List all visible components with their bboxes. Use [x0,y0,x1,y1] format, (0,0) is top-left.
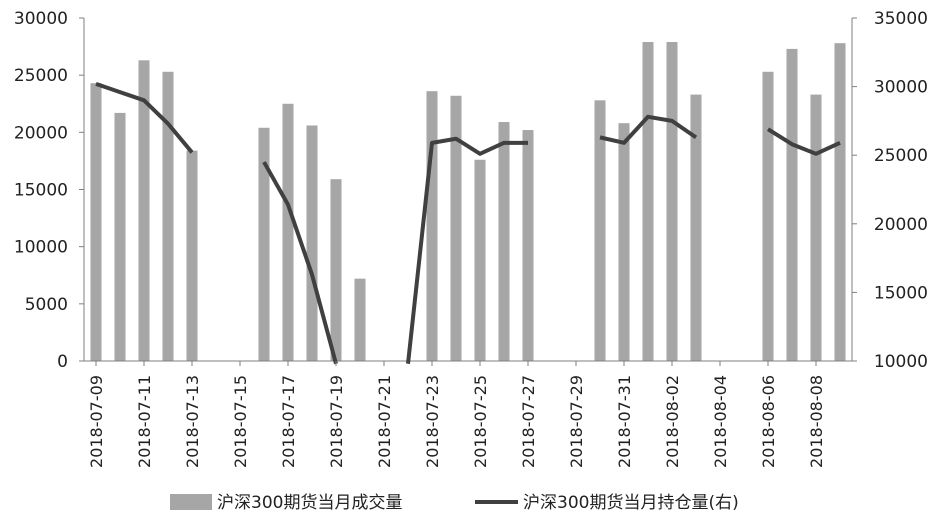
left-tick-label: 30000 [14,9,68,29]
x-tick-label: 2018-07-29 [567,375,586,468]
bar-2018-07-11 [138,60,150,361]
left-tick-label: 15000 [14,181,68,201]
bar-2018-07-10 [114,112,126,361]
x-tick-label: 2018-08-02 [663,375,682,468]
x-tick-label: 2018-07-13 [183,375,202,468]
x-tick-label: 2018-07-09 [87,375,106,468]
bar-2018-08-08 [810,94,822,361]
right-tick-label: 30000 [874,78,928,98]
bar-2018-08-02 [666,42,678,361]
bar-2018-08-09 [834,43,846,362]
x-tick-label: 2018-07-25 [471,375,490,468]
x-tick-label: 2018-07-21 [375,375,394,468]
legend: 沪深300期货当月成交量 沪深300期货当月持仓量(右) [170,493,739,513]
line-segment [95,81,194,154]
bar-2018-08-03 [690,94,702,361]
line-segment [262,161,338,365]
bar-2018-08-06 [762,71,774,361]
bar-2018-07-17 [282,103,294,361]
right-axis-ticks: 10000 15000 20000 25000 30000 35000 [852,9,928,372]
right-tick-label: 35000 [874,9,928,29]
bar-2018-07-20 [354,278,366,361]
right-tick-label: 15000 [874,283,928,303]
right-tick-label: 20000 [874,215,928,235]
left-tick-label: 0 [57,352,68,372]
right-tick-label: 10000 [874,352,928,372]
x-axis-ticks: 2018-07-09 2018-07-11 2018-07-13 2018-07-15… [87,361,826,468]
bar-2018-07-26 [498,122,510,361]
x-tick-label: 2018-08-08 [807,375,826,468]
bar-2018-07-23 [426,91,438,361]
line-segment [599,114,698,145]
legend-bar-label: 沪深300期货当月成交量 [217,493,402,513]
left-tick-label: 10000 [14,238,68,258]
x-tick-label: 2018-07-19 [327,375,346,468]
bar-2018-07-19 [330,179,342,361]
bar-2018-07-25 [474,159,486,361]
bar-2018-08-07 [786,48,798,362]
left-tick-label: 5000 [25,295,68,315]
left-tick-label: 25000 [14,66,68,86]
bar-2018-07-12 [162,71,174,361]
bar-2018-08-01 [642,42,654,361]
axes [83,18,853,362]
right-tick-label: 25000 [874,146,928,166]
x-tick-label: 2018-07-27 [519,375,538,468]
bar-2018-07-09 [90,83,102,362]
x-tick-label: 2018-07-11 [135,375,154,468]
legend-bar-swatch [170,494,212,510]
bar-2018-07-24 [450,95,462,361]
left-tick-label: 20000 [14,123,68,143]
x-tick-label: 2018-07-31 [615,375,634,468]
x-tick-label: 2018-07-15 [231,375,250,468]
bar-2018-07-30 [594,100,606,361]
bar-2018-07-31 [618,123,630,361]
x-tick-label: 2018-08-06 [759,375,778,468]
bar-2018-07-27 [522,130,534,361]
x-tick-label: 2018-08-04 [711,375,730,468]
line-series [95,81,841,365]
x-tick-label: 2018-07-23 [423,375,442,468]
line-segment [766,127,841,156]
x-tick-label: 2018-07-17 [279,375,298,468]
bar-2018-07-13 [186,150,198,361]
bar-series [90,42,846,362]
bar-2018-07-18 [306,125,318,362]
legend-line-label: 沪深300期货当月持仓量(右) [523,493,739,513]
line-segment [406,136,528,364]
bar-2018-07-16 [258,127,270,361]
left-axis-ticks: 0 5000 10000 15000 20000 25000 30000 [14,9,84,372]
